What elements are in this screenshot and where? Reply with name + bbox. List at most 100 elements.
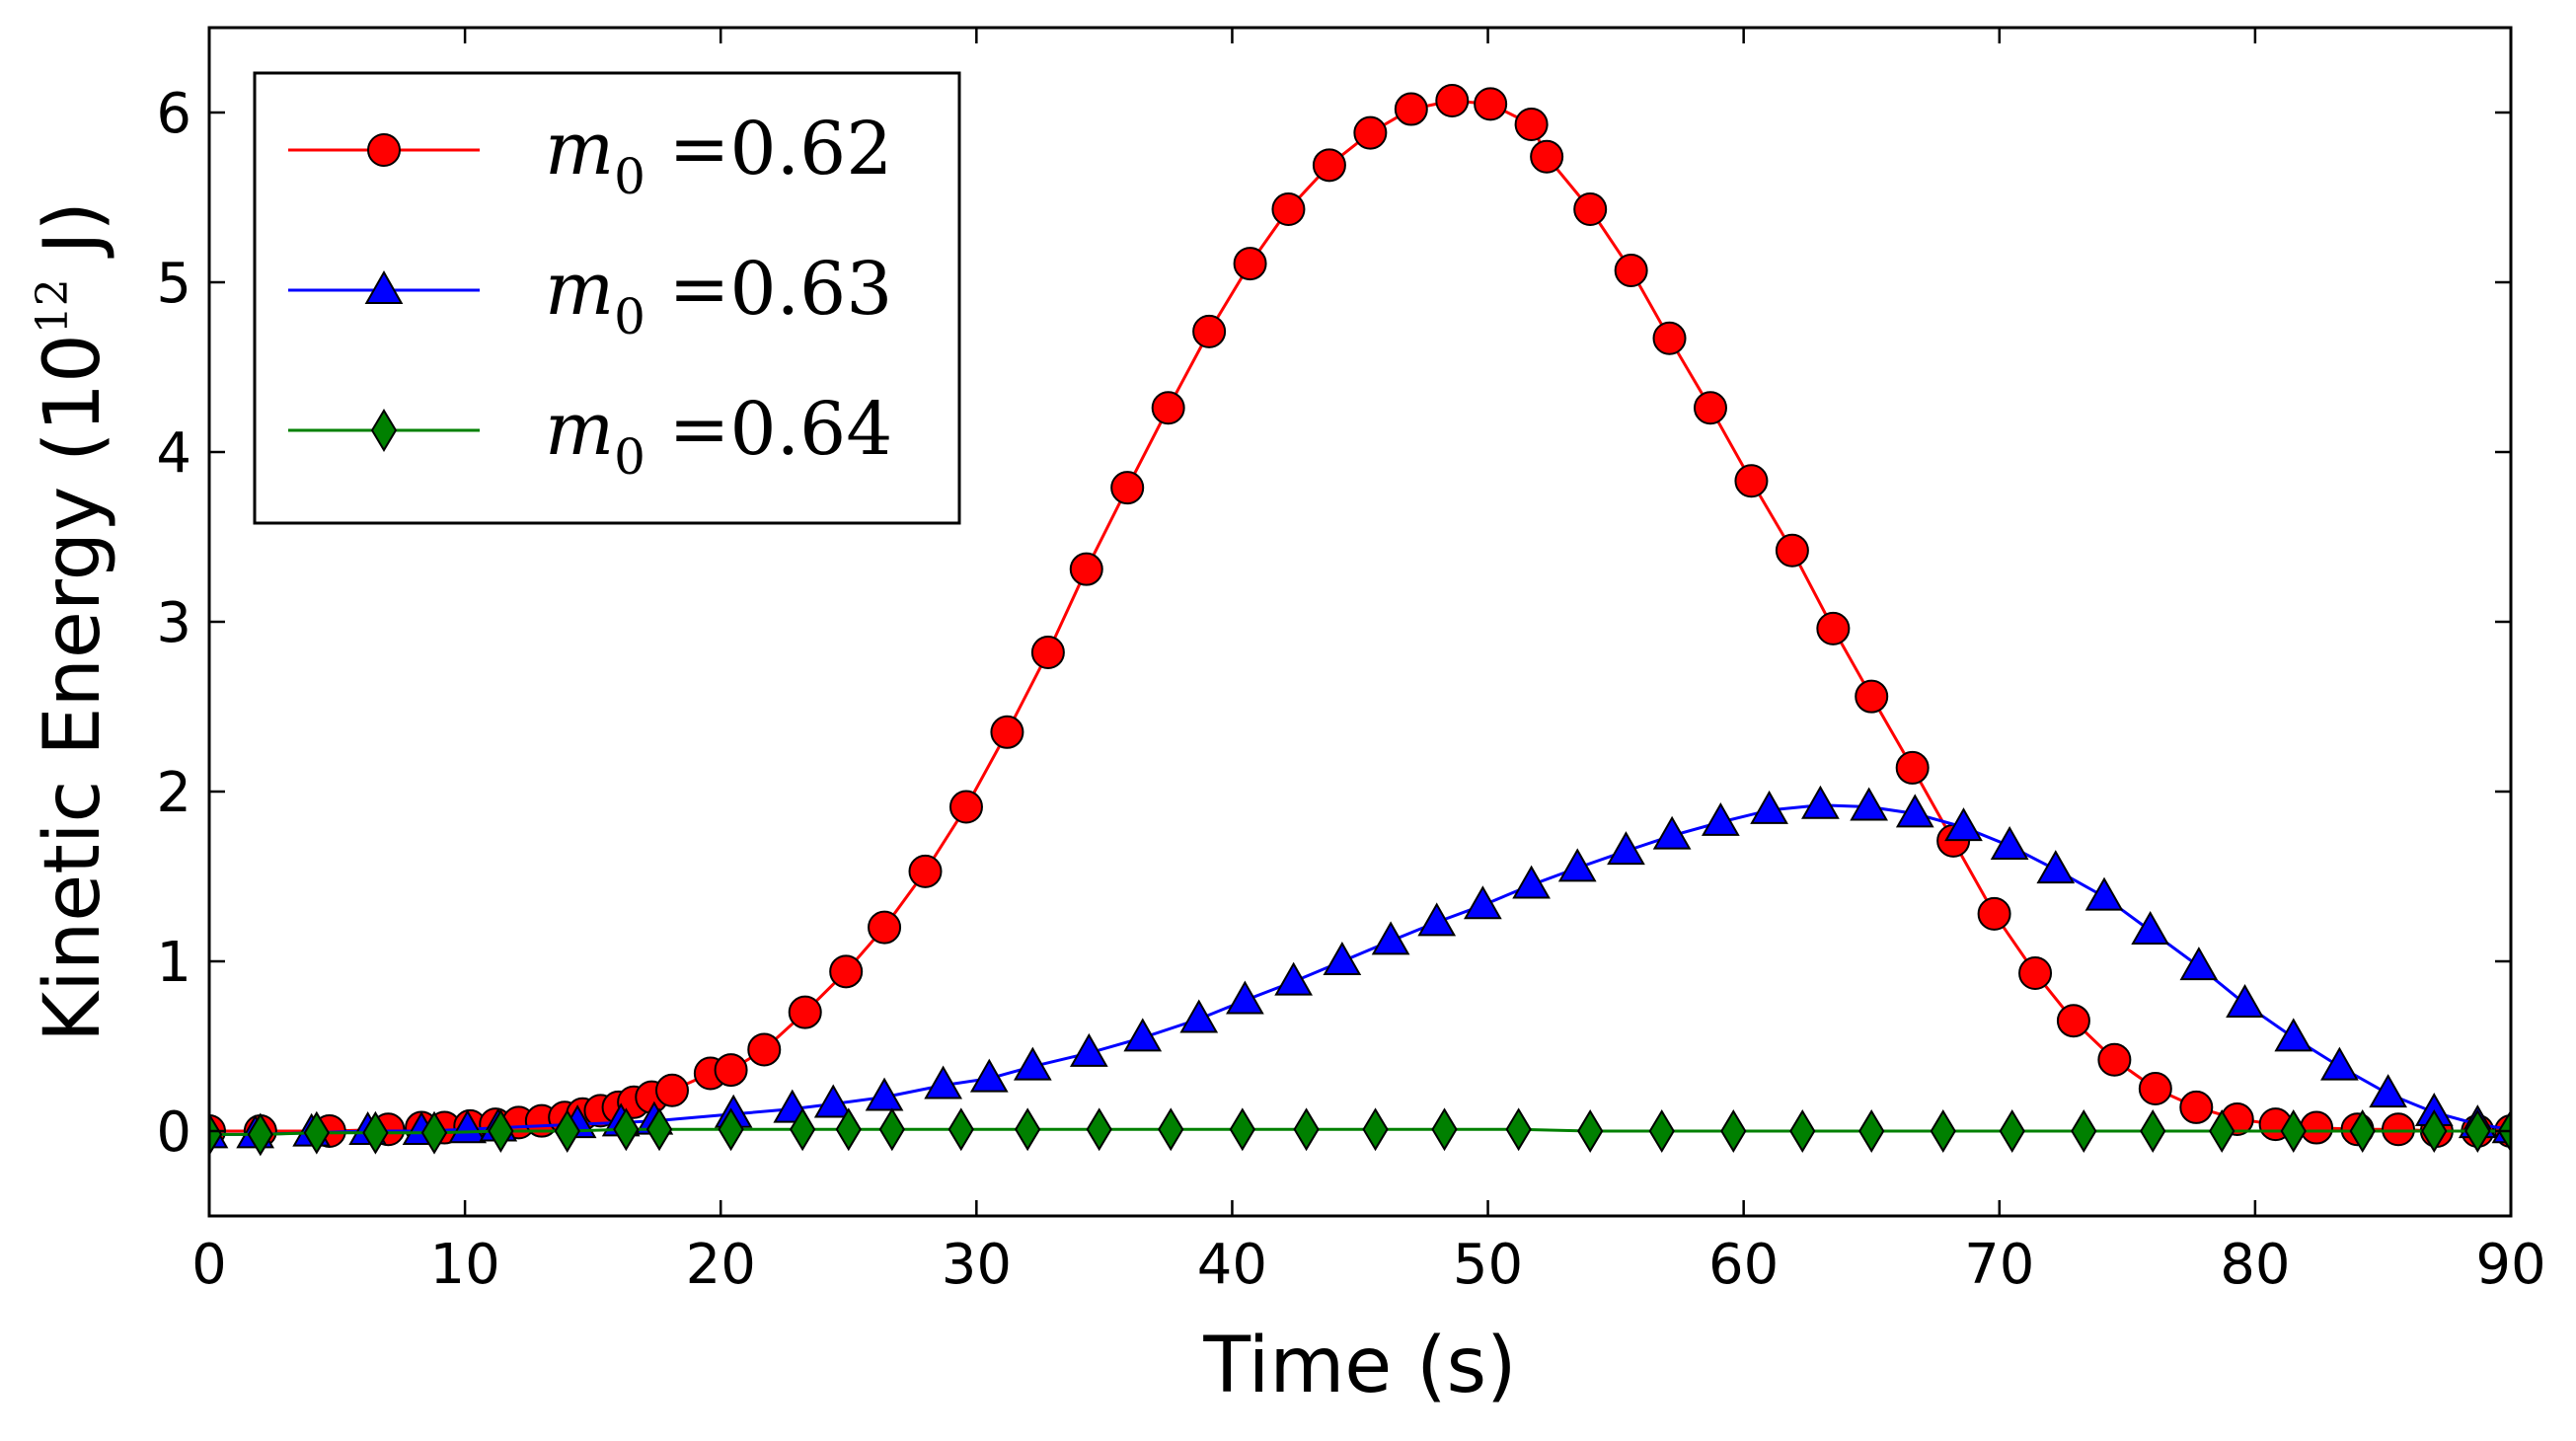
data-point — [1652, 321, 1687, 355]
data-point — [1801, 785, 1840, 819]
data-point — [209, 1112, 223, 1157]
data-point — [990, 715, 1024, 749]
data-point — [908, 854, 943, 888]
data-point — [488, 1109, 514, 1153]
y-tick-label: 5 — [156, 252, 191, 316]
legend-entry: m0 =0.62 — [288, 107, 892, 205]
x-tick-label: 80 — [2220, 1233, 2290, 1297]
data-point — [654, 1073, 689, 1107]
series-diamond — [209, 1107, 2511, 1157]
data-point — [1701, 801, 1740, 836]
data-point — [420, 1110, 448, 1155]
data-point — [1271, 192, 1306, 227]
legend-label: m0 =0.63 — [545, 247, 892, 345]
data-point — [2097, 1042, 2132, 1077]
data-point — [1069, 552, 1103, 586]
data-point — [2381, 1112, 2415, 1147]
data-point — [1435, 83, 1470, 117]
y-axis-title-unit: J) — [29, 201, 117, 278]
data-point — [2071, 1109, 2097, 1153]
series-triangle — [209, 785, 2511, 1149]
data-point — [2131, 911, 2170, 945]
x-tick-label: 30 — [942, 1233, 1012, 1297]
y-tick-label: 6 — [156, 82, 191, 146]
data-point — [1930, 1109, 1956, 1153]
y-tick-label: 0 — [156, 1100, 191, 1165]
legend-marker — [367, 133, 401, 167]
legend-value: =0.63 — [645, 247, 892, 332]
y-tick-label: 4 — [156, 421, 191, 486]
data-point — [1014, 1107, 1041, 1152]
legend-symbol: m — [545, 247, 614, 332]
data-point — [878, 1107, 905, 1152]
data-point — [1577, 1109, 1604, 1153]
data-point — [2084, 876, 2124, 911]
data-point — [1530, 139, 1564, 174]
data-point — [1226, 980, 1264, 1015]
data-point — [1720, 1109, 1747, 1153]
data-point — [1990, 826, 2029, 860]
y-tick-label: 2 — [156, 761, 191, 825]
legend-subscript: 0 — [614, 428, 645, 486]
data-point — [1750, 790, 1788, 824]
data-point — [714, 1053, 748, 1088]
data-point — [2226, 983, 2264, 1018]
legend-symbol: m — [545, 107, 614, 191]
legend-subscript: 0 — [614, 288, 645, 345]
data-point — [868, 910, 902, 945]
data-point — [865, 1077, 904, 1111]
legend-marker — [370, 409, 398, 452]
data-point — [718, 1107, 744, 1152]
data-point — [1371, 921, 1410, 955]
data-point — [1312, 148, 1346, 183]
data-point — [2179, 1090, 2214, 1124]
x-tick-label: 70 — [1964, 1233, 2034, 1297]
data-point — [2056, 1004, 2090, 1038]
data-point — [1895, 750, 1930, 785]
legend-entry: m0 =0.63 — [288, 247, 892, 345]
data-point — [1693, 391, 1727, 425]
legend-label: m0 =0.64 — [545, 387, 892, 486]
data-point — [1850, 787, 1888, 821]
data-point — [1293, 1107, 1320, 1152]
y-axis-title: Kinetic Energy (1012 J) — [28, 201, 117, 1042]
y-axis-title-exponent: 12 — [28, 278, 78, 334]
data-point — [1013, 1046, 1052, 1081]
data-point — [924, 1065, 963, 1100]
legend-marker — [364, 269, 404, 304]
data-point — [1775, 533, 1809, 568]
data-point — [1394, 92, 1428, 126]
data-point — [1999, 1109, 2025, 1153]
data-point — [2349, 1109, 2376, 1153]
x-tick-label: 10 — [429, 1233, 499, 1297]
data-point — [1151, 391, 1185, 425]
legend-symbol: m — [545, 387, 614, 472]
x-tick-label: 60 — [1708, 1233, 1779, 1297]
y-tick-label: 3 — [156, 591, 191, 655]
data-point — [947, 1107, 974, 1152]
x-axis-title: Time (s) — [1202, 1322, 1516, 1410]
legend-entry: m0 =0.64 — [288, 387, 892, 486]
data-point — [247, 1112, 273, 1157]
x-tick-label: 20 — [686, 1233, 756, 1297]
data-point — [829, 954, 864, 989]
data-point — [1648, 1109, 1675, 1153]
data-point — [1789, 1109, 1816, 1153]
data-point — [1573, 192, 1608, 227]
y-axis-title-main: Kinetic Energy (10 — [29, 334, 117, 1042]
data-point — [1086, 1107, 1112, 1152]
data-point — [2369, 1074, 2407, 1108]
data-point — [554, 1109, 580, 1153]
data-point — [1734, 464, 1769, 498]
data-point — [1464, 885, 1502, 920]
data-point — [1431, 1107, 1458, 1152]
data-point — [2464, 1109, 2491, 1153]
x-tick-label: 90 — [2475, 1233, 2545, 1297]
data-point — [1233, 247, 1267, 281]
data-point — [2018, 956, 2053, 991]
data-point — [2320, 1046, 2359, 1081]
data-point — [1652, 815, 1692, 850]
data-point — [2209, 1109, 2235, 1153]
